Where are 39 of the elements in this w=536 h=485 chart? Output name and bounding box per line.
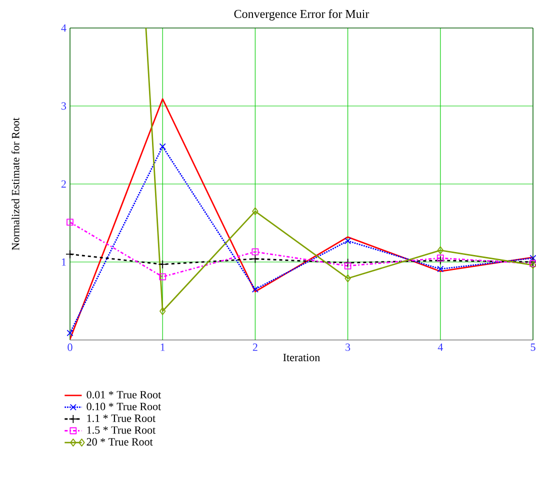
x-axis-title: Iteration <box>283 354 320 362</box>
point <box>343 258 352 268</box>
x-tick-label: 5 <box>530 344 536 351</box>
point <box>160 307 166 316</box>
point <box>344 262 352 270</box>
point <box>530 254 536 262</box>
point <box>344 238 352 244</box>
y-tick-label: 2 <box>61 180 66 188</box>
legend-label: 20 * True Root <box>86 438 153 446</box>
legend-label: 1.5 * True Root <box>87 426 156 434</box>
x-tick-label: 3 <box>346 344 350 351</box>
line-series <box>70 98 533 340</box>
y-tick-label: 3 <box>62 102 66 110</box>
point <box>252 286 258 293</box>
x-tick-label: 0 <box>68 344 72 351</box>
x-tick-label: 4 <box>438 344 443 351</box>
point <box>252 207 258 216</box>
point <box>252 248 259 256</box>
point <box>344 274 351 282</box>
y-axis-title: Normalized Estimate for Root <box>11 118 20 250</box>
y-tick-label: 1 <box>62 258 66 266</box>
point <box>158 260 168 269</box>
y-tick-label: 4 <box>61 24 66 32</box>
point <box>530 261 536 270</box>
point <box>66 330 74 336</box>
point <box>66 250 74 259</box>
chart-title: Convergence Error for Muir <box>234 9 370 20</box>
legend-label: 0.10 * True Root <box>86 402 162 410</box>
point <box>436 254 444 262</box>
legend-label: 0.01 * True Root <box>86 390 162 398</box>
point <box>66 218 74 226</box>
legend-label: 1.1 * True Root <box>87 414 156 422</box>
point <box>437 246 444 254</box>
x-tick-label: 2 <box>252 344 258 351</box>
point <box>159 143 166 150</box>
point <box>250 254 260 264</box>
point <box>159 273 166 280</box>
x-tick-label: 1 <box>160 344 165 351</box>
point <box>437 266 444 272</box>
